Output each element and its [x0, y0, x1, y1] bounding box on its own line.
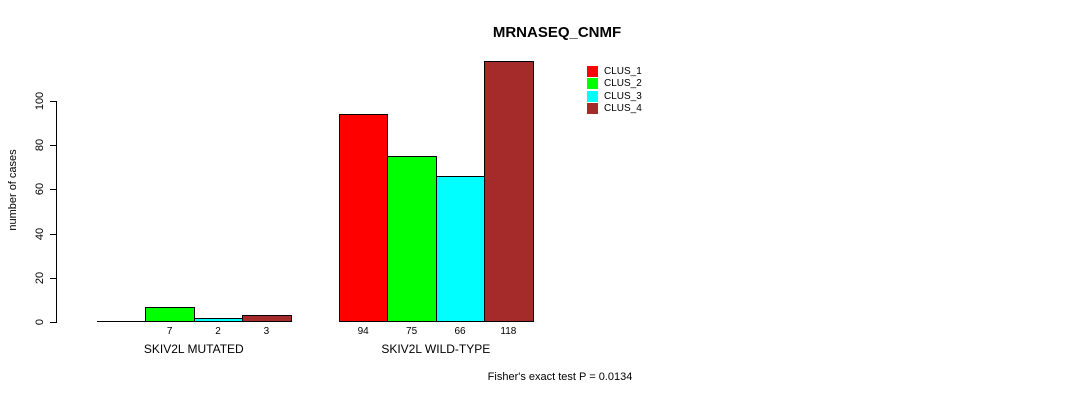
bar-clus_2 — [145, 306, 195, 322]
y-tick-mark — [50, 322, 57, 323]
group-label: SKIV2L MUTATED — [143, 342, 244, 356]
bar-clus_4 — [484, 61, 534, 322]
legend-label: CLUS_1 — [604, 66, 642, 77]
bar-value-label: 94 — [357, 326, 369, 337]
y-tick-label: 40 — [34, 227, 46, 240]
legend-item: CLUS_3 — [587, 90, 642, 102]
legend-item: CLUS_4 — [587, 103, 642, 115]
legend-label: CLUS_4 — [604, 103, 642, 115]
bar-clus_2 — [387, 156, 437, 322]
legend-label: CLUS_3 — [604, 90, 642, 102]
y-axis-title: number of cases — [7, 149, 19, 231]
y-tick-label: 80 — [34, 139, 46, 152]
bar-value-label: 66 — [454, 326, 466, 337]
y-axis-line — [56, 101, 57, 323]
bar-value-label: 7 — [166, 326, 173, 337]
y-tick-label: 60 — [34, 183, 46, 196]
bar-clus_3 — [435, 176, 486, 322]
legend-swatch — [587, 66, 598, 77]
legend: CLUS_1 CLUS_2 CLUS_3 CLUS_4 — [587, 66, 642, 116]
y-tick-mark — [50, 101, 57, 102]
legend-item: CLUS_1 — [587, 66, 642, 77]
y-tick-label: 100 — [34, 91, 46, 111]
legend-item: CLUS_2 — [587, 78, 642, 90]
bar-clus_1 — [339, 114, 389, 322]
bar-value-label: 75 — [406, 326, 418, 337]
y-tick-mark — [50, 277, 57, 279]
bar-clus_4 — [242, 315, 292, 322]
y-tick-mark — [50, 189, 57, 191]
y-tick-mark — [50, 233, 57, 235]
bar-value-label: 3 — [263, 326, 270, 337]
chart-title: MRNASEQ_CNMF — [492, 24, 622, 41]
bar-value-label: 118 — [500, 326, 517, 337]
legend-label: CLUS_2 — [604, 78, 642, 90]
legend-swatch — [587, 103, 598, 115]
legend-swatch — [587, 90, 598, 102]
y-tick-label: 0 — [34, 318, 46, 326]
footer-annotation: Fisher's exact test P = 0.0134 — [487, 371, 633, 383]
legend-swatch — [587, 78, 598, 90]
y-tick-label: 20 — [34, 271, 46, 284]
y-tick-mark — [50, 145, 57, 147]
bar-clus_3 — [193, 317, 244, 322]
group-label: SKIV2L WILD-TYPE — [381, 342, 491, 356]
bar-clus_1-zero — [97, 321, 147, 322]
bar-value-label: 2 — [215, 326, 221, 337]
